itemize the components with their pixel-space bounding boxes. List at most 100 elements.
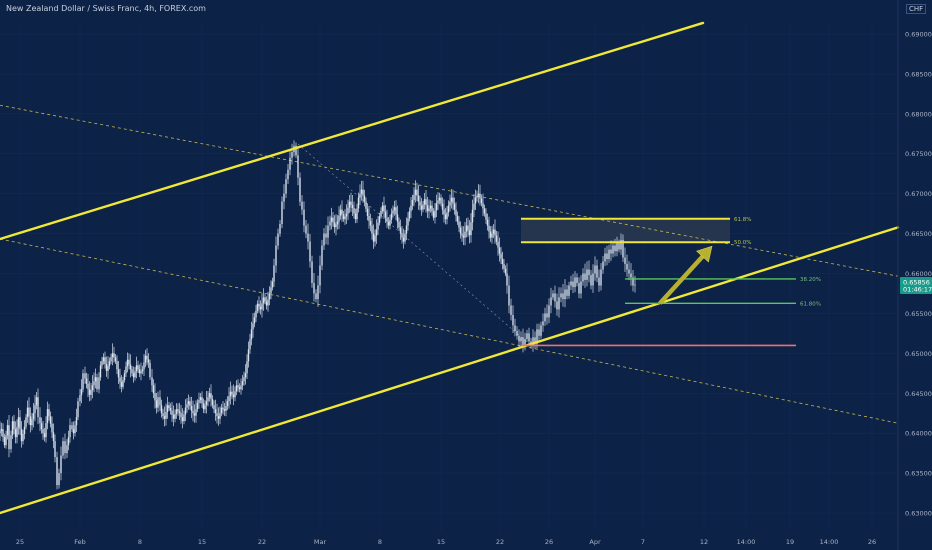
candle-body	[429, 205, 432, 209]
time-axis[interactable]: 25 Feb 8 15 22 Mar 8 15 22 26 Apr 7 12 14:00 19 14:00 26	[16, 538, 876, 546]
candle-body	[366, 208, 369, 217]
candle-body	[516, 330, 518, 336]
candle-body	[546, 313, 548, 318]
price-axis[interactable]: 0.69000 0.68500 0.68000 0.67500 0.67000 0.665…	[905, 30, 932, 517]
candle-body	[586, 269, 588, 280]
candle-body	[207, 397, 209, 402]
candle-body	[275, 245, 277, 266]
candle-body	[175, 409, 178, 415]
candle-body	[208, 393, 211, 398]
candle-body	[205, 401, 208, 406]
candle-body	[544, 313, 546, 322]
candle-body	[476, 195, 478, 198]
candle-body	[399, 227, 402, 234]
candle-body	[526, 333, 528, 339]
candle-body	[241, 381, 244, 386]
candle-body	[116, 361, 118, 370]
candle-body	[461, 233, 463, 236]
candle-body	[504, 268, 507, 274]
candle-body	[151, 377, 153, 386]
candle-body	[45, 423, 47, 438]
candle-body	[196, 402, 199, 410]
candle-body	[244, 373, 247, 378]
candle-body	[138, 369, 141, 374]
candle-body	[522, 337, 524, 346]
target-zone	[521, 218, 730, 243]
candle-body	[356, 208, 358, 220]
candle-body	[169, 408, 172, 411]
candle-body	[506, 273, 508, 286]
candle-body	[174, 414, 176, 419]
candle-body	[234, 391, 236, 398]
candle-body	[20, 429, 23, 442]
candle-body	[378, 216, 381, 223]
candle-body	[588, 269, 590, 276]
candle-body	[247, 349, 250, 362]
projection-arrow[interactable]	[658, 245, 713, 305]
peak-to-low-dotted-line[interactable]	[297, 143, 531, 345]
candle-body	[564, 289, 566, 300]
price-tick-label: 0.66000	[905, 270, 932, 278]
candle-body	[301, 201, 303, 210]
arrow-head[interactable]	[696, 245, 713, 263]
candle-body	[26, 407, 29, 418]
candle-body	[618, 243, 620, 250]
candle-body	[380, 210, 382, 217]
candle-body	[17, 417, 20, 428]
candle-body	[277, 233, 279, 246]
candle-body	[119, 377, 121, 383]
lower-channel-line[interactable]	[0, 226, 900, 515]
candle-body	[350, 201, 352, 205]
candle-body	[172, 414, 175, 419]
symbol-title[interactable]: New Zealand Dollar / Swiss Franc, 4h, FO…	[6, 4, 206, 13]
candle-body	[384, 211, 387, 218]
candle-body	[336, 221, 339, 225]
time-tick-label: 14:00	[737, 538, 756, 546]
candle-body	[178, 411, 181, 414]
candle-body	[488, 225, 490, 232]
candle-body	[389, 219, 391, 226]
candle-body	[46, 409, 49, 424]
candle-body	[550, 297, 552, 306]
candle-body	[265, 301, 268, 306]
candle-body	[512, 315, 514, 326]
candle-body	[419, 201, 421, 206]
candle-body	[628, 269, 630, 274]
time-tick-label: Apr	[589, 538, 601, 546]
currency-label[interactable]: CHF	[906, 4, 927, 14]
candle-body	[232, 394, 235, 398]
upper-channel-line[interactable]	[0, 21, 705, 241]
candle-body	[189, 401, 191, 407]
candle-body	[123, 373, 126, 381]
candle-body	[325, 233, 327, 238]
candle-body	[536, 329, 538, 344]
arrow-shaft[interactable]	[658, 255, 705, 305]
candle-body	[238, 387, 241, 390]
candle-body	[335, 224, 337, 228]
candle-body	[486, 219, 489, 226]
candle-body	[560, 293, 562, 298]
candle-body	[584, 273, 586, 280]
candle-body	[323, 233, 325, 246]
candle-body	[387, 221, 390, 226]
candle-body	[157, 397, 159, 408]
candle-body	[592, 273, 594, 286]
candle-body	[386, 217, 388, 222]
candle-body	[58, 473, 60, 486]
candle-body	[392, 210, 394, 214]
candle-body	[458, 221, 460, 228]
candle-body	[262, 297, 265, 304]
fib-levels[interactable]: 61.8% 50.0% 38.20% 61.80%	[521, 217, 821, 347]
trend-lines[interactable]	[0, 21, 900, 515]
upper-dashed-line[interactable]	[0, 104, 899, 277]
candle-body	[219, 413, 221, 419]
candle-body	[75, 417, 78, 426]
lower-dashed-line[interactable]	[0, 238, 899, 424]
candle-body	[69, 425, 71, 438]
candle-body	[181, 417, 184, 422]
candle-body	[444, 214, 447, 220]
candle-body	[71, 425, 73, 430]
candle-body	[554, 293, 556, 302]
candle-body	[354, 213, 357, 220]
